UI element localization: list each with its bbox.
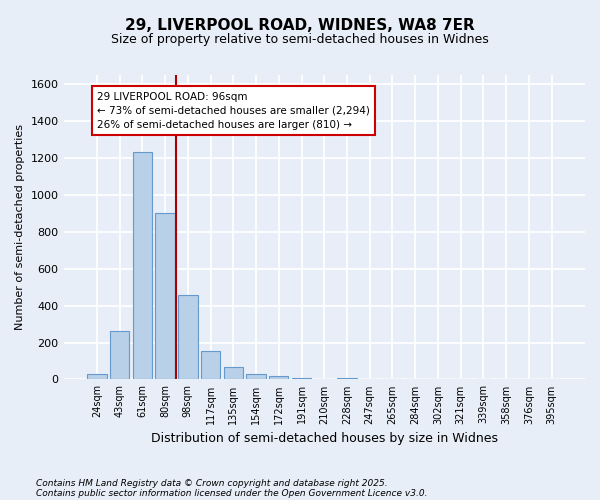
Bar [178,294,197,380]
Text: 29, LIVERPOOL ROAD, WIDNES, WA8 7ER: 29, LIVERPOOL ROAD, WIDNES, WA8 7ER [125,18,475,32]
Bar [314,378,334,380]
Bar [269,376,289,380]
Bar [87,374,107,380]
Text: 29 LIVERPOOL ROAD: 96sqm
← 73% of semi-detached houses are smaller (2,294)
26% o: 29 LIVERPOOL ROAD: 96sqm ← 73% of semi-d… [97,92,370,130]
Bar [337,378,356,380]
Text: Contains HM Land Registry data © Crown copyright and database right 2025.: Contains HM Land Registry data © Crown c… [36,478,388,488]
Bar [110,332,130,380]
Bar [155,214,175,380]
Bar [224,368,243,380]
Bar [247,374,266,380]
Bar [201,351,220,380]
Y-axis label: Number of semi-detached properties: Number of semi-detached properties [15,124,25,330]
Text: Size of property relative to semi-detached houses in Widnes: Size of property relative to semi-detach… [111,32,489,46]
Bar [292,378,311,380]
X-axis label: Distribution of semi-detached houses by size in Widnes: Distribution of semi-detached houses by … [151,432,498,445]
Bar [133,152,152,380]
Text: Contains public sector information licensed under the Open Government Licence v3: Contains public sector information licen… [36,488,427,498]
